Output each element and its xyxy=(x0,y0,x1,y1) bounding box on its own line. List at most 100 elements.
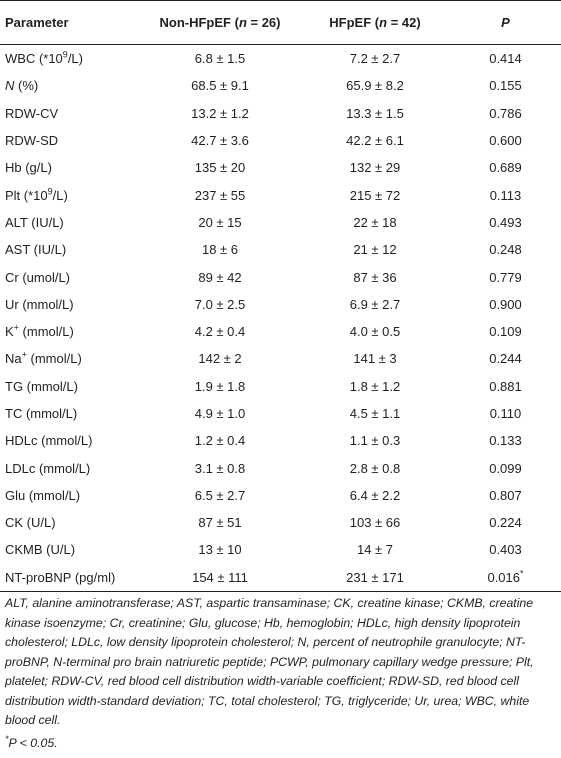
table-header-row: Parameter Non-HFpEF (n = 26) HFpEF (n = … xyxy=(0,0,561,45)
cell-non-hfpef-value: 13.2 ± 1.2 xyxy=(191,105,249,121)
parameter-name: RDW-SD xyxy=(5,133,59,149)
parameter-name: ALT (IU/L) xyxy=(5,214,64,230)
cell-hfpef-value: 4.0 ± 0.5 xyxy=(349,324,401,340)
table-row: TC (mmol/L) 4.9 ± 1.0 4.5 ± 1.1 0.110 xyxy=(0,400,561,427)
cell-p-value-value: 0.900 xyxy=(489,296,522,312)
cell-non-hfpef: 18 ± 6 xyxy=(140,236,300,263)
cell-non-hfpef-value: 68.5 ± 9.1 xyxy=(191,78,249,94)
parameter-unit: /L) xyxy=(52,187,68,203)
cell-p-value-value: 0.881 xyxy=(489,378,522,394)
cell-parameter: CKMB (U/L) xyxy=(0,536,140,563)
table-row: LDLc (mmol/L) 3.1 ± 0.8 2.8 ± 0.8 0.099 xyxy=(0,454,561,481)
cell-parameter: Cr (umol/L) xyxy=(0,263,140,290)
table-row: K+ (mmol/L) 4.2 ± 0.4 4.0 ± 0.5 0.109 xyxy=(0,318,561,345)
cell-p-value-value: 0.689 xyxy=(489,160,522,176)
parameter-name: K xyxy=(5,324,14,340)
cell-hfpef-value: 4.5 ± 1.1 xyxy=(349,406,401,421)
cell-non-hfpef: 4.2 ± 0.4 xyxy=(140,318,300,345)
cell-parameter: Plt (*109/L) xyxy=(0,181,140,208)
parameter-name: WBC (*10 xyxy=(5,51,63,67)
parameter-unit: (mmol/L) xyxy=(18,324,74,340)
cell-hfpef: 132 ± 29 xyxy=(300,154,450,181)
parameter-name: RDW-CV xyxy=(5,105,59,121)
header-hfpef: HFpEF (n = 42) xyxy=(300,0,450,45)
cell-non-hfpef: 4.9 ± 1.0 xyxy=(140,400,300,427)
cell-non-hfpef-value: 1.9 ± 1.8 xyxy=(194,378,246,394)
table-row: CK (U/L) 87 ± 51 103 ± 66 0.224 xyxy=(0,509,561,536)
table-row: WBC (*109/L) 6.8 ± 1.5 7.2 ± 2.7 0.414 xyxy=(0,45,561,73)
cell-non-hfpef-value: 4.9 ± 1.0 xyxy=(194,406,246,421)
cell-p-value-value: 0.779 xyxy=(489,269,522,285)
cell-non-hfpef: 1.9 ± 1.8 xyxy=(140,373,300,400)
cell-p-value: 0.807 xyxy=(450,482,561,509)
table-row: HDLc (mmol/L) 1.2 ± 0.4 1.1 ± 0.3 0.133 xyxy=(0,427,561,454)
cell-p-value: 0.689 xyxy=(450,154,561,181)
cell-hfpef: 7.2 ± 2.7 xyxy=(300,45,450,73)
cell-p-value-value: 0.414 xyxy=(489,51,522,67)
cell-hfpef-value: 1.1 ± 0.3 xyxy=(349,433,401,449)
cell-p-value: 0.110 xyxy=(450,400,561,427)
cell-p-value: 0.881 xyxy=(450,373,561,400)
header-non-hfpef: Non-HFpEF (n = 26) xyxy=(140,0,300,45)
table-row: Plt (*109/L) 237 ± 55 215 ± 72 0.113 xyxy=(0,181,561,208)
cell-parameter: N (%) xyxy=(0,72,140,99)
cell-hfpef-value: 1.8 ± 1.2 xyxy=(349,378,401,394)
cell-non-hfpef: 237 ± 55 xyxy=(140,181,300,208)
significance-asterisk: * xyxy=(520,568,524,579)
cell-p-value-value: 0.016 xyxy=(487,569,521,585)
table-row: Glu (mmol/L) 6.5 ± 2.7 6.4 ± 2.2 0.807 xyxy=(0,482,561,509)
cell-hfpef: 42.2 ± 6.1 xyxy=(300,127,450,154)
parameter-name: N xyxy=(5,78,15,94)
cell-non-hfpef: 6.5 ± 2.7 xyxy=(140,482,300,509)
cell-parameter: TG (mmol/L) xyxy=(0,373,140,400)
cell-p-value-value: 0.493 xyxy=(489,214,522,230)
cell-p-value: 0.224 xyxy=(450,509,561,536)
cell-hfpef-value: 132 ± 29 xyxy=(349,160,401,176)
table-row: Hb (g/L) 135 ± 20 132 ± 29 0.689 xyxy=(0,154,561,181)
cell-p-value-value: 0.600 xyxy=(489,133,522,149)
cell-hfpef: 65.9 ± 8.2 xyxy=(300,72,450,99)
cell-non-hfpef: 68.5 ± 9.1 xyxy=(140,72,300,99)
cell-hfpef-value: 141 ± 3 xyxy=(353,351,397,367)
table-footnote: ALT, alanine aminotransferase; AST, aspa… xyxy=(5,596,534,727)
parameter-name: HDLc (mmol/L) xyxy=(5,433,93,449)
cell-p-value-value: 0.099 xyxy=(489,460,522,476)
cell-non-hfpef: 142 ± 2 xyxy=(140,345,300,372)
parameter-name: CK (U/L) xyxy=(5,515,56,531)
cell-p-value: 0.600 xyxy=(450,127,561,154)
cell-p-value: 0.414 xyxy=(450,45,561,73)
cell-parameter: ALT (IU/L) xyxy=(0,209,140,236)
cell-p-value-value: 0.224 xyxy=(489,515,522,531)
cell-hfpef-value: 65.9 ± 8.2 xyxy=(346,78,404,94)
cell-hfpef-value: 103 ± 66 xyxy=(349,515,401,531)
cell-hfpef: 6.4 ± 2.2 xyxy=(300,482,450,509)
cell-non-hfpef: 6.8 ± 1.5 xyxy=(140,45,300,73)
cell-p-value-value: 0.133 xyxy=(489,433,522,449)
header-parameter: Parameter xyxy=(0,0,140,45)
cell-non-hfpef: 20 ± 15 xyxy=(140,209,300,236)
cell-hfpef-value: 13.3 ± 1.5 xyxy=(346,105,404,121)
cell-hfpef-value: 215 ± 72 xyxy=(349,187,401,203)
cell-non-hfpef-value: 18 ± 6 xyxy=(201,242,239,258)
cell-parameter: LDLc (mmol/L) xyxy=(0,454,140,481)
table-row: N (%) 68.5 ± 9.1 65.9 ± 8.2 0.155 xyxy=(0,72,561,99)
cell-hfpef: 4.5 ± 1.1 xyxy=(300,400,450,427)
cell-p-value: 0.403 xyxy=(450,536,561,563)
cell-hfpef-value: 21 ± 12 xyxy=(353,242,397,258)
cell-p-value: 0.099 xyxy=(450,454,561,481)
cell-non-hfpef-value: 89 ± 42 xyxy=(198,269,242,285)
cell-hfpef-value: 42.2 ± 6.1 xyxy=(346,133,404,149)
cell-parameter: K+ (mmol/L) xyxy=(0,318,140,345)
header-hfpef-n: (n = 42) xyxy=(374,15,421,30)
cell-non-hfpef-value: 42.7 ± 3.6 xyxy=(191,133,249,149)
cell-non-hfpef: 135 ± 20 xyxy=(140,154,300,181)
cell-hfpef: 14 ± 7 xyxy=(300,536,450,563)
cell-parameter: RDW-SD xyxy=(0,127,140,154)
cell-parameter: Hb (g/L) xyxy=(0,154,140,181)
cell-hfpef: 22 ± 18 xyxy=(300,209,450,236)
cell-parameter: WBC (*109/L) xyxy=(0,45,140,73)
table-row: RDW-SD 42.7 ± 3.6 42.2 ± 6.1 0.600 xyxy=(0,127,561,154)
parameter-name: LDLc (mmol/L) xyxy=(5,460,91,476)
parameter-name: Ur (mmol/L) xyxy=(5,296,74,312)
